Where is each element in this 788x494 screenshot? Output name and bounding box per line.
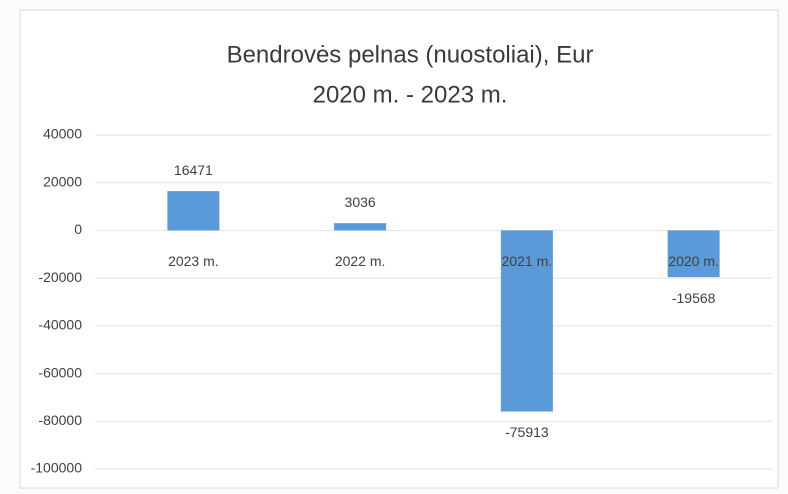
y-tick-label: -40000 (38, 317, 82, 333)
y-tick-label: -60000 (38, 364, 82, 380)
x-tick-label: 2023 m. (168, 253, 219, 269)
data-label: -75913 (505, 424, 549, 440)
x-tick-label: 2021 m. (502, 253, 553, 269)
data-label: -19568 (672, 290, 716, 306)
chart-title: Bendrovės pelnas (nuostoliai), Eur (227, 41, 594, 68)
bar (500, 230, 553, 412)
bar (667, 230, 720, 278)
chart-frame (19, 9, 779, 489)
y-tick-label: -80000 (38, 412, 82, 428)
y-tick-label: -20000 (38, 269, 82, 285)
x-tick-label: 2020 m. (668, 253, 719, 269)
y-tick-label: -100000 (31, 460, 83, 476)
bar (334, 223, 387, 231)
bar (167, 191, 220, 231)
y-tick-label: 20000 (43, 173, 82, 189)
data-label: 3036 (345, 194, 376, 210)
y-tick-label: 40000 (43, 126, 82, 142)
chart-subtitle: 2020 m. - 2023 m. (313, 81, 508, 108)
x-tick-label: 2022 m. (335, 253, 386, 269)
y-tick-label: 0 (74, 221, 82, 237)
data-label: 16471 (174, 162, 213, 178)
